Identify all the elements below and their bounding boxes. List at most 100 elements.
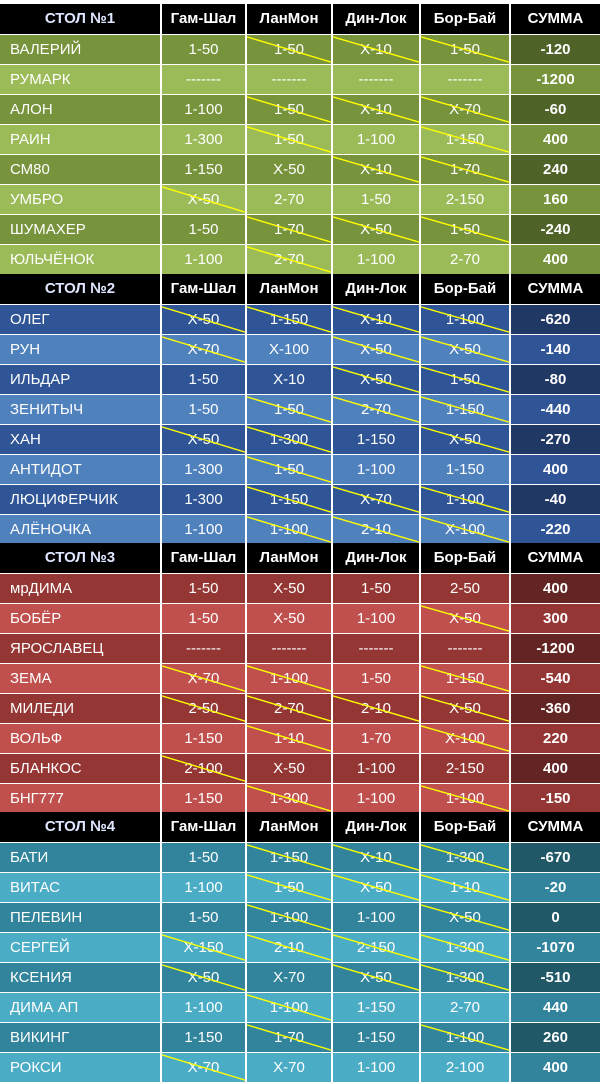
bet-value: 1-100 <box>445 1029 485 1046</box>
bet-value: 1-50 <box>273 101 305 118</box>
player-name: БОБЁР <box>0 604 162 633</box>
bet-value: Х-70 <box>360 491 392 508</box>
bet-cell: Х-10 <box>333 843 421 872</box>
sum-value: 160 <box>511 185 600 214</box>
bet-value: Х-50 <box>187 191 220 208</box>
bet-cell: 1-50 <box>333 185 421 214</box>
bet-cell: 1-50 <box>162 843 247 872</box>
bet-value: 2-70 <box>449 251 481 268</box>
column-header: Дин-Лок <box>333 274 421 304</box>
bet-value: Х-50 <box>187 431 220 448</box>
bet-cell: Х-70 <box>333 485 421 514</box>
bet-cell: Х-50 <box>333 873 421 902</box>
table-section: СТОЛ №4 Гам-Шал ЛанМон Дин-Лок Бор-Бай СУММА Б… <box>0 812 600 1082</box>
bet-cell: ------- <box>333 65 421 94</box>
player-name: ХАН <box>0 425 162 454</box>
bet-value: 1-100 <box>356 131 396 148</box>
bet-value: Х-50 <box>449 610 481 627</box>
player-name: ЗЕНИТЫЧ <box>0 395 162 424</box>
bet-cell: Х-50 <box>421 425 511 454</box>
sum-value: -510 <box>511 963 600 992</box>
bet-value: 1-100 <box>356 760 396 777</box>
bet-cell: 1-100 <box>247 515 333 544</box>
bet-value: 1-150 <box>445 131 485 148</box>
bet-cell: Х-50 <box>421 903 511 932</box>
table-row: БЛАНКОС 2-100 Х-50 1-100 2-150 400 <box>0 753 600 783</box>
sum-value: -670 <box>511 843 600 872</box>
bet-cell: Х-50 <box>247 574 333 603</box>
bet-value: 1-70 <box>273 1029 305 1046</box>
sum-value: -150 <box>511 784 600 813</box>
sum-value: 440 <box>511 993 600 1022</box>
bet-cell: 1-100 <box>333 604 421 633</box>
table-row: ИЛЬДАР 1-50 Х-10 Х-50 1-50 -80 <box>0 364 600 394</box>
sum-value: -220 <box>511 515 600 544</box>
bet-cell: 1-150 <box>247 843 333 872</box>
bet-value: 1-150 <box>269 849 309 866</box>
bet-cell: Х-50 <box>333 335 421 364</box>
bet-cell: 2-10 <box>333 694 421 723</box>
bet-value: 1-300 <box>269 431 309 448</box>
bet-cell: 2-10 <box>247 933 333 962</box>
player-name: мрДИМА <box>0 574 162 603</box>
bet-value: 1-300 <box>445 939 485 956</box>
player-name: РУМАРК <box>0 65 162 94</box>
bet-value: 1-100 <box>445 491 485 508</box>
bet-cell: Х-70 <box>162 1053 247 1082</box>
bet-cell: 1-150 <box>162 724 247 753</box>
bet-cell: 1-70 <box>247 215 333 244</box>
bet-value: Х-50 <box>360 221 392 238</box>
bet-value: 1-50 <box>273 879 305 896</box>
table-row: БНГ777 1-150 1-300 1-100 1-100 -150 <box>0 783 600 813</box>
column-header: Дин-Лок <box>333 543 421 573</box>
bet-value: Х-50 <box>187 311 220 328</box>
bet-value: 1-100 <box>184 879 223 896</box>
bet-cell: 1-150 <box>162 784 247 813</box>
bet-value: Х-70 <box>273 969 305 986</box>
bet-cell: 2-50 <box>162 694 247 723</box>
player-name: ВИКИНГ <box>0 1023 162 1052</box>
player-name: АЛЁНОЧКА <box>0 515 162 544</box>
table-row: АЛЁНОЧКА 1-100 1-100 2-10 Х-100 -220 <box>0 514 600 544</box>
sum-value: -1200 <box>511 65 600 94</box>
bet-value: 1-100 <box>269 999 309 1016</box>
table-row: АЛОН 1-100 1-50 Х-10 Х-70 -60 <box>0 94 600 124</box>
bet-cell: Х-50 <box>162 185 247 214</box>
bet-cell: Х-50 <box>421 694 511 723</box>
table-row: ВОЛЬФ 1-150 1-10 1-70 Х-100 220 <box>0 723 600 753</box>
column-header: Бор-Бай <box>421 274 511 304</box>
bet-cell: 1-10 <box>247 724 333 753</box>
bet-value: Х-10 <box>360 311 392 328</box>
bet-value: Х-50 <box>360 879 392 896</box>
bet-value: 1-100 <box>184 521 223 538</box>
column-header: СУММА <box>527 549 584 566</box>
player-name: ЯРОСЛАВЕЦ <box>0 634 162 663</box>
player-name: БНГ777 <box>0 784 162 813</box>
bet-cell: 1-50 <box>162 35 247 64</box>
bet-value: 2-10 <box>360 700 392 717</box>
bet-value: 1-300 <box>184 461 223 478</box>
bet-value: Х-50 <box>449 341 481 358</box>
player-name: РАИН <box>0 125 162 154</box>
bet-cell: 1-100 <box>333 903 421 932</box>
table-row: ЮЛЬЧЁНОК 1-100 2-70 1-100 2-70 400 <box>0 244 600 274</box>
bet-value: 1-50 <box>188 401 219 418</box>
table-row: БАТИ 1-50 1-150 Х-10 1-300 -670 <box>0 842 600 872</box>
bet-cell: 1-300 <box>421 933 511 962</box>
bet-value: 1-50 <box>188 909 219 926</box>
bet-value: Х-50 <box>449 909 481 926</box>
bet-cell: Х-50 <box>333 365 421 394</box>
player-name: ИЛЬДАР <box>0 365 162 394</box>
bet-cell: 2-150 <box>421 185 511 214</box>
bet-value: Х-100 <box>444 521 486 538</box>
sum-value: 400 <box>511 754 600 783</box>
bet-cell: 1-50 <box>247 95 333 124</box>
bet-cell: 2-50 <box>421 574 511 603</box>
sum-value: -540 <box>511 664 600 693</box>
bet-cell: Х-70 <box>162 664 247 693</box>
bet-cell: 1-100 <box>247 664 333 693</box>
bet-cell: 1-50 <box>162 365 247 394</box>
bet-value: ------- <box>186 640 221 657</box>
bet-cell: 1-100 <box>421 485 511 514</box>
bet-value: Х-50 <box>360 341 392 358</box>
